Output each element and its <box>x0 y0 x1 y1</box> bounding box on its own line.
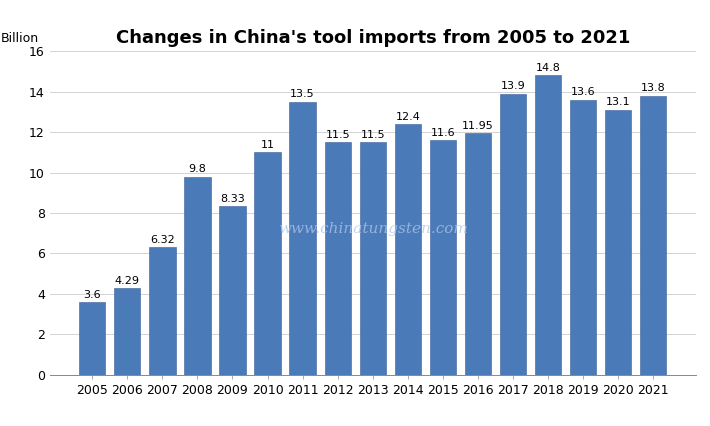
Bar <box>185 176 211 375</box>
Bar <box>149 247 175 375</box>
Text: 11.5: 11.5 <box>325 130 350 140</box>
Text: Billion: Billion <box>1 32 39 45</box>
Bar <box>79 302 105 375</box>
Bar <box>605 110 631 375</box>
Text: 6.32: 6.32 <box>150 235 175 245</box>
Bar <box>324 142 351 375</box>
Bar <box>114 288 141 375</box>
Bar <box>465 133 491 375</box>
Bar <box>290 102 316 375</box>
Text: 8.33: 8.33 <box>220 194 245 204</box>
Bar <box>500 94 526 375</box>
Bar <box>570 100 596 375</box>
Text: 13.9: 13.9 <box>501 81 525 91</box>
Text: 14.8: 14.8 <box>535 63 560 73</box>
Text: 12.4: 12.4 <box>395 112 420 121</box>
Bar <box>395 124 421 375</box>
Title: Changes in China's tool imports from 2005 to 2021: Changes in China's tool imports from 200… <box>116 29 630 47</box>
Bar <box>430 140 456 375</box>
Bar <box>219 206 246 375</box>
Text: 11.5: 11.5 <box>361 130 385 140</box>
Bar <box>359 142 386 375</box>
Text: 11.95: 11.95 <box>462 121 494 131</box>
Text: 11.6: 11.6 <box>430 128 455 138</box>
Text: 13.1: 13.1 <box>606 98 630 107</box>
Bar <box>640 96 667 375</box>
Text: 13.5: 13.5 <box>290 89 315 99</box>
Text: 13.8: 13.8 <box>641 83 666 93</box>
Bar <box>254 153 280 375</box>
Text: www.chinatungsten.com: www.chinatungsten.com <box>278 222 468 236</box>
Bar <box>535 75 561 375</box>
Text: 3.6: 3.6 <box>83 290 101 299</box>
Text: 9.8: 9.8 <box>188 164 207 174</box>
Text: 4.29: 4.29 <box>115 276 140 286</box>
Text: 11: 11 <box>261 140 275 150</box>
Text: 13.6: 13.6 <box>571 87 596 97</box>
